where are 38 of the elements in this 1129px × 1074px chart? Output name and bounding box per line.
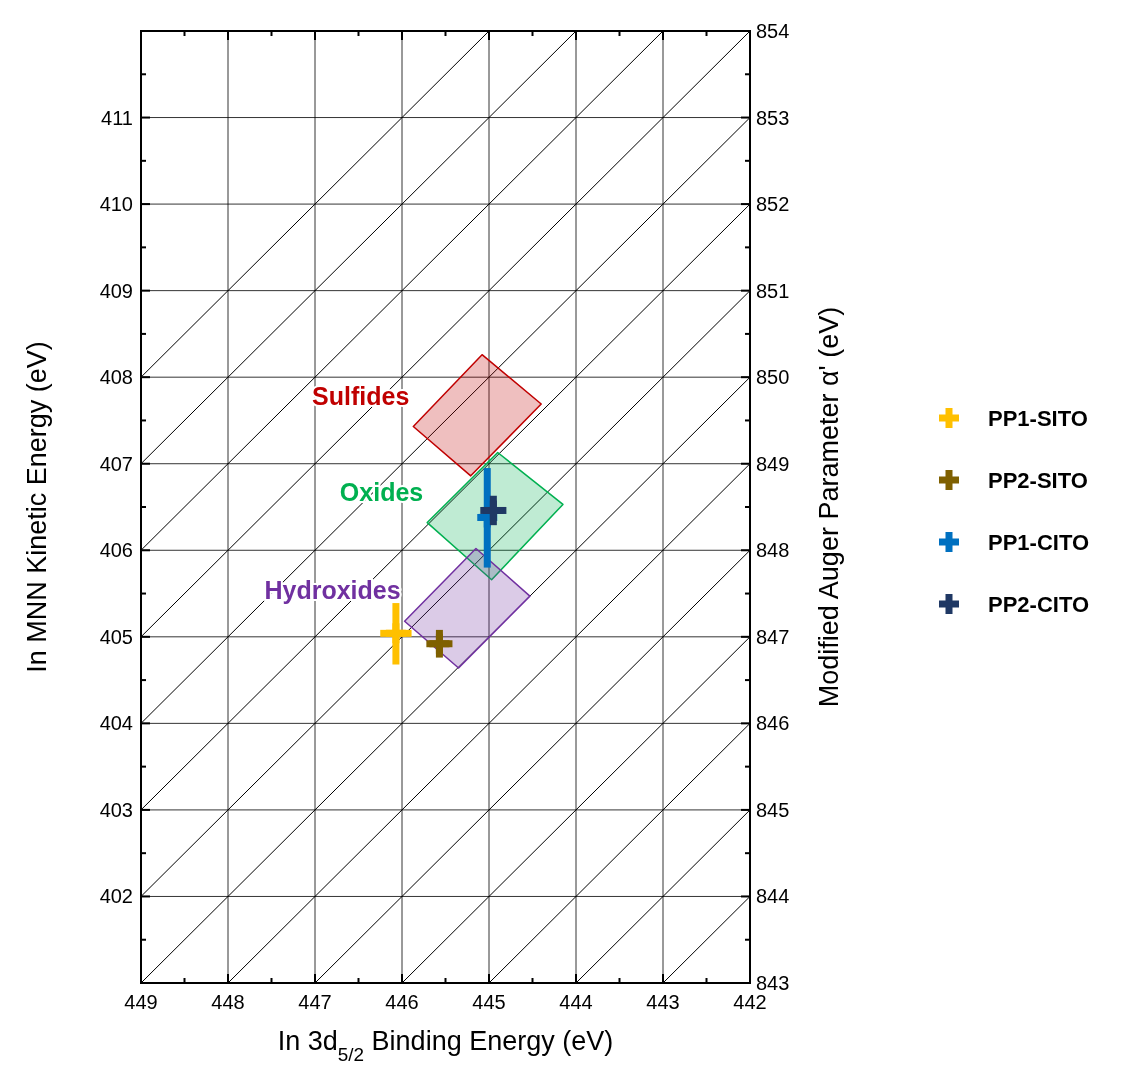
series-label: Oxides	[339, 477, 424, 506]
y2-tick-label: 854	[756, 20, 790, 42]
y-tick-label: 407	[99, 452, 133, 475]
y-tick-label: 408	[99, 366, 133, 389]
y2-tick-label: 845	[756, 798, 790, 821]
x-tick-label: 449	[124, 991, 158, 1013]
y2-tick-label: 850	[756, 366, 790, 389]
y-tick-label: 411	[101, 106, 133, 129]
x-tick-label: 443	[646, 991, 680, 1013]
x-tick-label: 446	[385, 991, 419, 1013]
y-tick-label: 402	[99, 885, 133, 908]
y2-tick-label: 844	[756, 885, 790, 908]
x-tick-label: 445	[472, 991, 506, 1013]
x-tick-label: 447	[298, 991, 332, 1013]
y-tick-label: 403	[99, 798, 133, 821]
y2-tick-label: 847	[756, 625, 790, 648]
y2-tick-label: 851	[756, 279, 790, 302]
x-tick-label: 444	[559, 991, 593, 1013]
legend-label: PP2-CITO	[988, 592, 1090, 617]
y2-tick-label: 853	[756, 106, 790, 129]
y2-tick-label: 846	[756, 712, 790, 735]
x-tick-label: 448	[211, 991, 245, 1013]
y-axis-title: In MNN Kinetic Energy (eV)	[22, 341, 52, 673]
y2-axis-title: Modified Auger Parameter α' (eV)	[814, 306, 844, 708]
y2-tick-label: 852	[756, 193, 790, 216]
y2-tick-label: 849	[756, 452, 790, 475]
y-tick-label: 409	[99, 279, 133, 302]
y2-tick-label: 848	[756, 539, 790, 562]
y-tick-label: 404	[99, 712, 133, 735]
y-tick-label: 410	[99, 193, 133, 216]
y2-tick-label: 843	[756, 972, 790, 994]
y-tick-label: 406	[99, 539, 133, 562]
legend-label: PP2-SITO	[988, 468, 1088, 493]
legend-label: PP1-SITO	[988, 406, 1088, 431]
x-axis-title: In 3d$_{5/2}$ Binding Energy (eV)	[277, 1026, 614, 1065]
y-tick-label: 405	[99, 625, 133, 648]
legend-label: PP1-CITO	[988, 530, 1090, 555]
x-tick-label: 442	[733, 991, 767, 1013]
